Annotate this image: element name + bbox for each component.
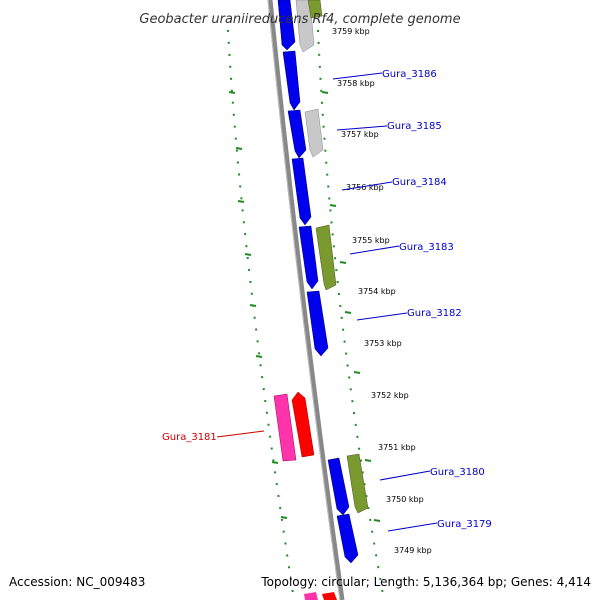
gene-grey-3185[interactable]: [304, 108, 324, 158]
cds-arrow-gura-3187[interactable]: [277, 0, 296, 51]
other-gene-track: [295, 0, 369, 514]
accession-label: Accession: NC_009483: [9, 575, 145, 589]
forward-cds-track: [277, 0, 359, 564]
topology-label: Topology: circular; Length: 5,136,364 bp…: [260, 575, 591, 589]
gene-olive-top[interactable]: [307, 0, 323, 19]
gc-content-right: [317, 29, 385, 600]
genome-backbone: [267, 0, 345, 600]
cds-arrow-gura-3184[interactable]: [291, 157, 312, 226]
cds-arrow-gura-3185[interactable]: [287, 109, 307, 159]
scale-label: 3753 kbp: [364, 339, 402, 348]
gene-label-gura-3181[interactable]: Gura_3181: [162, 432, 217, 443]
gene-label-gura-3186[interactable]: Gura_3186: [382, 69, 437, 80]
gene-label-gura-3182[interactable]: Gura_3182: [407, 308, 462, 319]
label-leaders: [216, 72, 438, 532]
scale-label: 3751 kbp: [378, 443, 416, 452]
reverse-cds-track: [273, 391, 337, 600]
scale-label: 3759 kbp: [332, 27, 370, 36]
gene-label-gura-3183[interactable]: Gura_3183: [399, 242, 454, 253]
scale-label: 3756 kbp: [346, 183, 384, 192]
cds-arrow-gura-3181-pink[interactable]: [273, 393, 297, 462]
scale-label: 3755 kbp: [352, 236, 390, 245]
gene-label-gura-3185[interactable]: Gura_3185: [387, 121, 442, 132]
cds-arrow-gura-3183[interactable]: [298, 225, 319, 290]
cds-arrow-gura-3179[interactable]: [336, 513, 359, 564]
gene-label-gura-3180[interactable]: Gura_3180: [430, 467, 485, 478]
scale-label: 3752 kbp: [371, 391, 409, 400]
cds-arrow-gura-3182[interactable]: [306, 290, 329, 357]
scale-label: 3749 kbp: [394, 546, 432, 555]
gene-grey-top[interactable]: [295, 0, 315, 53]
gene-labels: Gura_3186 Gura_3185 Gura_3184 Gura_3183 …: [162, 69, 492, 530]
cds-arrow-bottom-pink[interactable]: [304, 592, 318, 600]
scale-label: 3754 kbp: [358, 287, 396, 296]
cds-arrow-gura-3186[interactable]: [282, 50, 301, 111]
gene-label-gura-3184[interactable]: Gura_3184: [392, 177, 447, 188]
scale-label: 3750 kbp: [386, 495, 424, 504]
cds-arrow-gura-3180[interactable]: [327, 457, 350, 516]
cds-arrow-bottom-red[interactable]: [322, 592, 337, 600]
genome-backbone-highlight: [267, 0, 341, 600]
scale-label: 3757 kbp: [341, 130, 379, 139]
gc-content-left: [227, 29, 295, 600]
gene-label-gura-3179[interactable]: Gura_3179: [437, 519, 492, 530]
map-title: Geobacter uraniireducens Rf4, complete g…: [139, 12, 460, 27]
gene-olive-3180[interactable]: [346, 453, 369, 514]
gene-olive-3183[interactable]: [315, 224, 337, 291]
cds-arrow-gura-3181-red[interactable]: [291, 391, 315, 458]
scale-labels: 3759 kbp 3758 kbp 3757 kbp 3756 kbp 3755…: [332, 27, 432, 555]
scale-label: 3758 kbp: [337, 79, 375, 88]
